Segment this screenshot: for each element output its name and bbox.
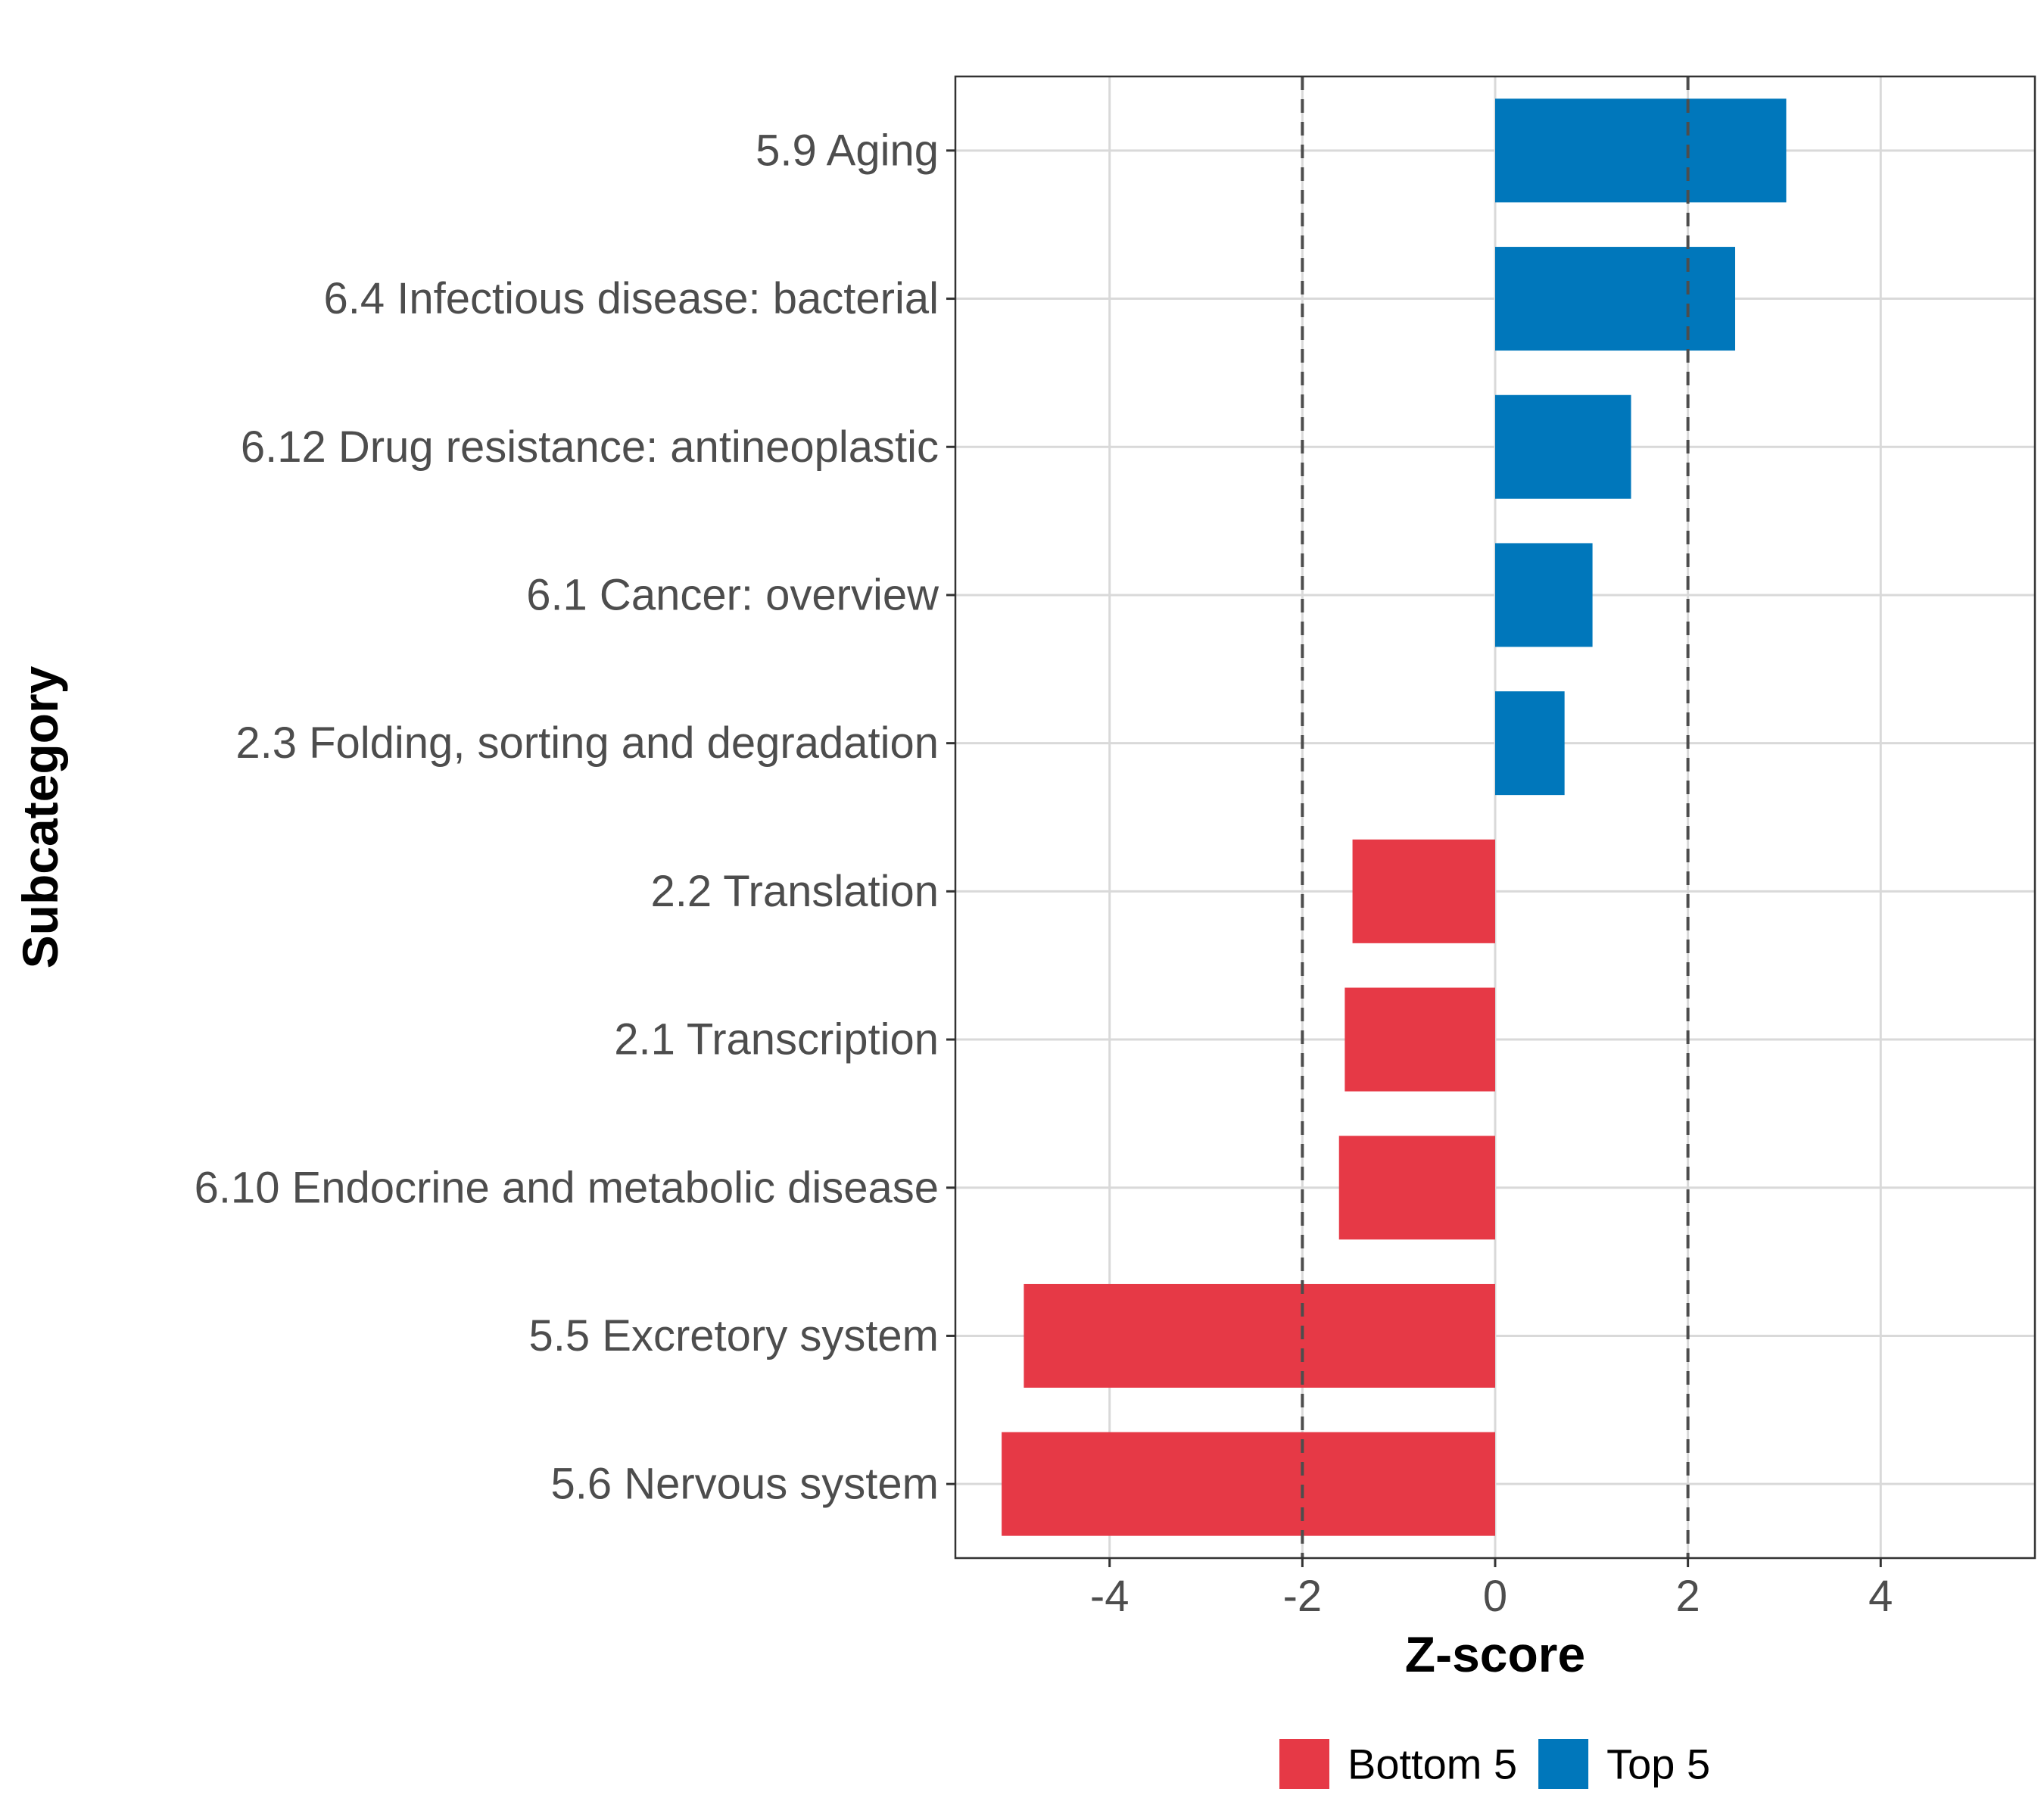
bar xyxy=(1344,987,1495,1092)
bar xyxy=(1495,394,1631,499)
legend-label: Top 5 xyxy=(1606,1741,1710,1788)
y-tick-label: 2.1 Transcription xyxy=(614,1015,939,1064)
y-tick-label: 6.10 Endocrine and metabolic disease xyxy=(195,1163,939,1212)
x-tick-label: -2 xyxy=(1283,1572,1323,1621)
x-axis-title: Z-score xyxy=(1405,1626,1585,1682)
y-tick-label: 2.2 Translation xyxy=(651,867,939,916)
x-tick-label: -4 xyxy=(1090,1572,1129,1621)
x-axis-ticks: -4 -2 0 2 4 xyxy=(1090,1558,1893,1621)
legend-label: Bottom 5 xyxy=(1348,1741,1517,1788)
bars xyxy=(1002,98,1787,1536)
bar xyxy=(1495,247,1736,351)
legend: Bottom 5 Top 5 xyxy=(1279,1739,1710,1789)
y-axis-title: Subcategory xyxy=(12,665,68,968)
y-tick-label: 2.3 Folding, sorting and degradation xyxy=(235,718,939,768)
y-axis-ticks: 5.9 Aging 6.4 Infectious disease: bacteri… xyxy=(195,126,955,1509)
y-tick-label: 6.12 Drug resistance: antineoplastic xyxy=(241,422,939,472)
bar xyxy=(1352,839,1495,943)
y-tick-label: 5.5 Excretory system xyxy=(529,1311,939,1360)
bar xyxy=(1024,1283,1495,1388)
legend-swatch xyxy=(1538,1739,1589,1789)
reference-lines xyxy=(1301,76,1690,1558)
bar xyxy=(1495,543,1593,647)
y-tick-label: 6.4 Infectious disease: bacterial xyxy=(324,274,939,323)
y-tick-label: 5.6 Nervous system xyxy=(550,1460,939,1509)
x-tick-label: 4 xyxy=(1868,1572,1893,1621)
y-tick-label: 6.1 Cancer: overview xyxy=(526,570,939,619)
bar xyxy=(1495,691,1565,796)
x-tick-label: 0 xyxy=(1483,1572,1507,1621)
y-tick-label: 5.9 Aging xyxy=(756,126,939,175)
legend-swatch xyxy=(1279,1739,1329,1789)
bar xyxy=(1338,1136,1495,1240)
x-tick-label: 2 xyxy=(1676,1572,1700,1621)
bar xyxy=(1495,98,1787,203)
bar xyxy=(1002,1432,1495,1536)
